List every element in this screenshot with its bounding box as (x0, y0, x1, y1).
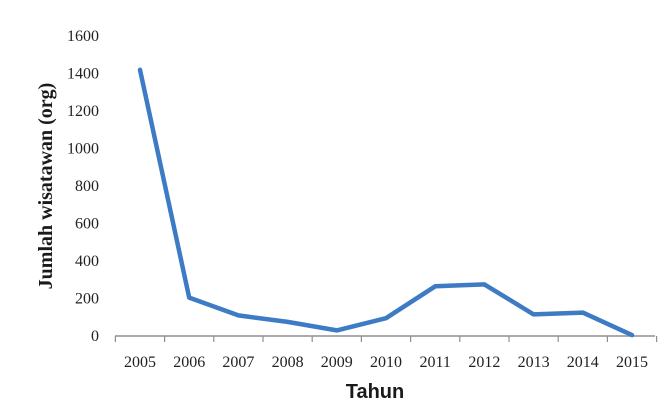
y-tick-label: 400 (75, 253, 99, 270)
x-tick-label: 2007 (222, 354, 254, 371)
x-axis-ticks: 2005 2006 2007 2008 2009 2010 2011 2012 2013 2014… (124, 354, 648, 371)
y-tick-label: 1400 (67, 66, 99, 83)
x-tick-label: 2010 (370, 354, 402, 371)
x-tick-label: 2012 (468, 354, 500, 371)
x-axis-tick-marks (114, 336, 658, 342)
x-tick-label: 2013 (518, 354, 550, 371)
x-tick-label: 2009 (321, 354, 353, 371)
x-tick-label: 2015 (616, 354, 648, 371)
y-tick-label: 1000 (67, 141, 99, 158)
y-tick-label: 600 (75, 216, 99, 233)
series-line (137, 67, 635, 338)
y-tick-label: 0 (91, 328, 99, 345)
x-tick-label: 2008 (272, 354, 304, 371)
x-tick-label: 2006 (173, 354, 205, 371)
x-tick-label: 2011 (419, 354, 450, 371)
y-tick-label: 1600 (67, 28, 99, 45)
y-axis-title: Jumlah wisatawan (org) (35, 83, 57, 290)
y-tick-label: 1200 (67, 103, 99, 120)
y-tick-label: 200 (75, 291, 99, 308)
y-tick-label: 800 (75, 178, 99, 195)
x-axis-title: Tahun (346, 381, 405, 403)
y-axis-ticks: 0 200 400 600 800 1000 1200 1400 1600 (67, 28, 99, 345)
x-tick-label: 2014 (567, 354, 599, 371)
x-tick-label: 2005 (124, 354, 156, 371)
